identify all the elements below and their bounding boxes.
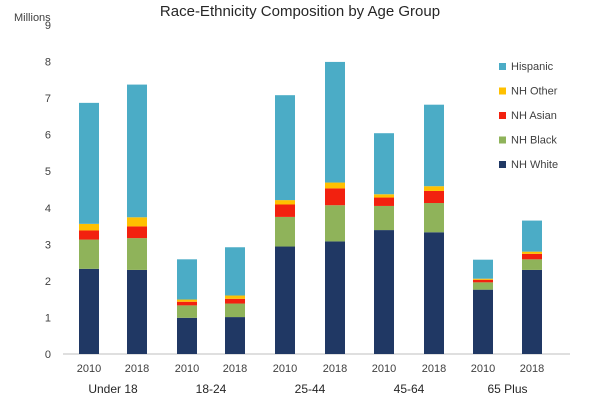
y-tick-label: 6 [45, 130, 51, 142]
bar-segment-nh-other [424, 186, 444, 191]
bar-segment-hispanic [522, 220, 542, 252]
bar-segment-nh-black [522, 259, 542, 270]
bar-segment-nh-black [473, 282, 493, 290]
x-group-label: 25-44 [295, 382, 326, 396]
x-tick-label: 2010 [471, 363, 495, 375]
bar-segment-nh-asian [79, 230, 99, 240]
y-tick-label: 3 [45, 239, 51, 251]
bar-segment-hispanic [127, 84, 147, 218]
bar-segment-hispanic [177, 259, 197, 300]
x-tick-label: 2018 [323, 363, 347, 375]
bar-segment-nh-other [325, 182, 345, 189]
x-group-label: Under 18 [88, 382, 138, 396]
bar-segment-hispanic [473, 259, 493, 279]
x-tick-label: 2018 [223, 363, 247, 375]
bar-segment-nh-black [275, 216, 295, 247]
bar-segment-hispanic [325, 61, 345, 183]
bar-segment-nh-asian [275, 204, 295, 217]
bar-segment-nh-black [79, 239, 99, 269]
bar-segment-nh-other [522, 251, 542, 254]
x-tick-label: 2018 [422, 363, 446, 375]
bar-segment-nh-black [325, 205, 345, 242]
chart-title: Race-Ethnicity Composition by Age Group [159, 3, 441, 20]
bar-segment-nh-other [275, 200, 295, 205]
x-tick-label: 2010 [77, 363, 101, 375]
y-tick-label: 4 [45, 203, 51, 215]
y-tick-label: 2 [45, 276, 51, 288]
legend-label: NH Asian [511, 110, 557, 122]
bar-segment-nh-black [177, 305, 197, 318]
bar-segment-nh-asian [424, 190, 444, 204]
bar-segment-nh-asian [225, 298, 245, 304]
bar-segment-nh-other [374, 194, 394, 198]
bar-segment-nh-white [177, 317, 197, 354]
bar-segment-nh-black [225, 303, 245, 318]
bar-segment-hispanic [275, 95, 295, 201]
x-group-label: 18-24 [196, 382, 227, 396]
bar-segment-nh-other [79, 223, 99, 231]
x-tick-label: 2010 [273, 363, 297, 375]
legend-label: Hispanic [511, 61, 554, 73]
bar-segment-nh-other [127, 217, 147, 227]
y-axis-units-label: Millions [14, 12, 51, 24]
y-tick-label: 5 [45, 166, 51, 178]
bar-segment-nh-white [79, 268, 99, 354]
bar-segment-nh-asian [473, 279, 493, 283]
x-group-label: 65 Plus [487, 382, 527, 396]
bar-segment-nh-asian [522, 253, 542, 260]
bar-segment-nh-white [522, 269, 542, 354]
bar-segment-nh-other [177, 299, 197, 302]
x-tick-label: 2018 [125, 363, 149, 375]
x-tick-label: 2010 [175, 363, 199, 375]
x-group-label: 45-64 [394, 382, 425, 396]
y-tick-label: 1 [45, 312, 51, 324]
bar-segment-nh-white [424, 232, 444, 354]
bar-segment-nh-white [374, 230, 394, 354]
legend-label: NH Other [511, 86, 558, 98]
legend-label: NH Black [511, 135, 557, 147]
bar-segment-nh-asian [127, 226, 147, 239]
bar-segment-nh-black [424, 203, 444, 233]
bar-segment-nh-asian [325, 188, 345, 206]
y-tick-label: 0 [45, 349, 51, 361]
bar-segment-nh-white [473, 289, 493, 354]
legend-swatch [499, 161, 506, 168]
legend-swatch [499, 136, 506, 144]
bar-segment-hispanic [374, 133, 394, 195]
bar-segment-nh-asian [177, 301, 197, 306]
bar-segment-nh-white [325, 241, 345, 354]
bar-segment-hispanic [424, 104, 444, 187]
bar-segment-nh-other [225, 295, 245, 299]
x-tick-label: 2018 [520, 363, 544, 375]
legend-swatch [499, 87, 506, 95]
y-tick-label: 7 [45, 93, 51, 105]
bar-segment-hispanic [79, 102, 99, 224]
legend-swatch [499, 63, 506, 70]
bar-segment-nh-other [473, 278, 493, 280]
bar-segment-nh-asian [374, 197, 394, 206]
bar-segment-hispanic [225, 247, 245, 296]
x-tick-label: 2010 [372, 363, 396, 375]
legend-swatch [499, 112, 506, 119]
bar-segment-nh-white [275, 246, 295, 354]
y-tick-label: 8 [45, 57, 51, 69]
legend-label: NH White [511, 159, 558, 171]
bar-segment-nh-black [127, 238, 147, 270]
bar-segment-nh-white [225, 317, 245, 354]
bar-segment-nh-black [374, 205, 394, 231]
y-tick-label: 9 [45, 20, 51, 32]
bar-segment-nh-white [127, 269, 147, 354]
